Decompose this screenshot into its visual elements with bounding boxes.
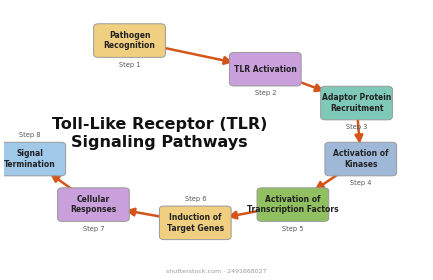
Text: shutterstock.com · 2491668027: shutterstock.com · 2491668027 <box>166 269 267 274</box>
FancyBboxPatch shape <box>325 142 397 176</box>
Text: Toll-Like Receptor (TLR)
Signaling Pathways: Toll-Like Receptor (TLR) Signaling Pathw… <box>52 116 267 150</box>
FancyBboxPatch shape <box>0 142 66 176</box>
FancyArrowPatch shape <box>128 209 163 217</box>
Text: Pathogen
Recognition: Pathogen Recognition <box>103 31 155 50</box>
FancyArrowPatch shape <box>355 118 362 141</box>
Text: Step 6: Step 6 <box>184 196 206 202</box>
Text: Adaptor Protein
Recruitment: Adaptor Protein Recruitment <box>322 93 391 113</box>
FancyArrowPatch shape <box>52 175 73 190</box>
FancyArrowPatch shape <box>230 211 261 218</box>
Text: Induction of
Target Genes: Induction of Target Genes <box>167 213 224 232</box>
Text: Signal
Termination: Signal Termination <box>4 149 56 169</box>
FancyBboxPatch shape <box>94 24 165 57</box>
FancyArrowPatch shape <box>162 47 230 64</box>
FancyBboxPatch shape <box>257 188 329 221</box>
Text: Step 5: Step 5 <box>282 226 304 232</box>
FancyArrowPatch shape <box>297 81 322 91</box>
FancyArrowPatch shape <box>317 174 339 189</box>
FancyBboxPatch shape <box>229 52 301 86</box>
FancyBboxPatch shape <box>159 206 231 240</box>
Text: Step 8: Step 8 <box>19 132 41 138</box>
Text: Activation of
Kinases: Activation of Kinases <box>333 149 388 169</box>
Text: Step 4: Step 4 <box>350 180 372 186</box>
Text: Cellular
Responses: Cellular Responses <box>70 195 116 214</box>
Text: Step 3: Step 3 <box>346 124 367 130</box>
Text: Step 7: Step 7 <box>83 226 104 232</box>
Text: TLR Activation: TLR Activation <box>234 65 297 74</box>
FancyBboxPatch shape <box>58 188 129 221</box>
FancyBboxPatch shape <box>321 86 392 120</box>
Text: Step 2: Step 2 <box>255 90 276 96</box>
Text: Activation of
Transcription Factors: Activation of Transcription Factors <box>247 195 339 214</box>
Text: Step 1: Step 1 <box>119 62 140 67</box>
